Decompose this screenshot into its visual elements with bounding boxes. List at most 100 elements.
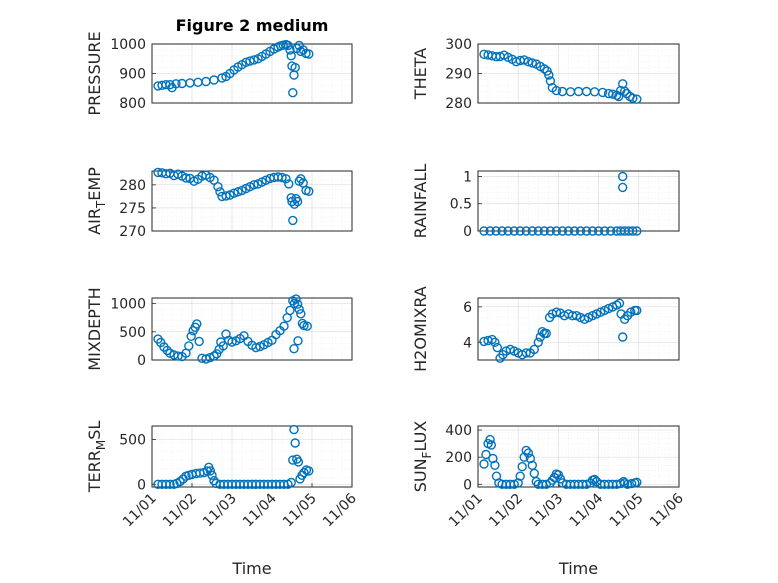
data-point <box>503 226 513 236</box>
data-point <box>544 70 554 80</box>
data-point <box>299 467 309 478</box>
data-point <box>545 76 556 86</box>
data-point <box>490 460 500 470</box>
data-point <box>521 226 531 236</box>
data-point <box>212 349 222 359</box>
data-point <box>618 182 628 193</box>
data-point <box>569 226 580 236</box>
data-point <box>288 87 298 98</box>
axes-box <box>151 43 353 104</box>
data-point <box>575 226 586 236</box>
data-point <box>539 226 549 236</box>
data-point <box>628 226 638 236</box>
y-tick-label: 0 <box>137 353 146 369</box>
y-tick-label: 500 <box>119 432 146 448</box>
data-point <box>201 354 211 364</box>
data-point <box>581 226 592 236</box>
y-tick-label: 275 <box>119 201 146 217</box>
data-point <box>286 477 296 488</box>
y-axis-label: AIRTEMP <box>85 167 108 235</box>
x-tick-label: 11/05 <box>607 491 647 531</box>
data-point <box>618 332 628 342</box>
y-axis-label: SUNFLUX <box>411 421 434 493</box>
data-point <box>283 40 293 51</box>
data-point <box>205 466 216 476</box>
data-point <box>181 173 191 183</box>
data-point <box>533 226 543 236</box>
x-tick-label: 11/06 <box>647 490 687 530</box>
data-point <box>294 304 304 314</box>
data-point <box>486 440 496 450</box>
data-point <box>513 478 523 488</box>
subplot-air_temp: 270 275 280 AIRTEMP <box>85 167 353 240</box>
y-tick-label: 270 <box>119 224 146 240</box>
data-point <box>289 344 299 354</box>
data-point <box>521 445 531 456</box>
axes-box <box>477 43 680 104</box>
x-tick-label: 11/01 <box>446 491 486 531</box>
subplot-theta: 280 290 300 THETA <box>411 37 680 112</box>
data-point <box>616 478 626 489</box>
y-axis-label-rest: LUX <box>411 421 430 452</box>
data-point <box>551 85 562 96</box>
y-axis-label-subscript: F <box>420 451 434 458</box>
data-point <box>209 351 219 361</box>
data-point <box>492 342 502 353</box>
data-point <box>192 319 202 329</box>
data-point <box>217 73 227 83</box>
x-tick-label: 11/02 <box>486 491 526 531</box>
data-point <box>523 448 533 458</box>
data-point <box>279 321 289 331</box>
y-tick-label: 280 <box>445 96 472 112</box>
y-axis-label: PRESSURE <box>85 31 104 115</box>
data-point <box>293 457 304 467</box>
data-point <box>557 226 568 236</box>
data-point <box>603 303 614 314</box>
data-point <box>304 49 314 59</box>
data-point <box>515 226 525 236</box>
data-point <box>233 187 243 197</box>
data-point <box>302 321 312 331</box>
y-tick-label: 0 <box>463 477 472 493</box>
data-point <box>249 55 259 65</box>
data-point <box>545 226 556 236</box>
data-point <box>186 331 196 341</box>
data-point <box>251 342 261 353</box>
subplot-mixdepth: 0 500 1000 MIXDEPTH <box>85 287 353 371</box>
data-point <box>290 438 300 448</box>
data-point <box>304 466 314 476</box>
x-axis-label: Time <box>558 559 598 578</box>
y-tick-label: 400 <box>445 423 472 439</box>
x-tick-label: 11/05 <box>280 491 320 531</box>
data-point <box>551 307 562 317</box>
data-point <box>620 86 630 96</box>
data-point <box>479 226 489 236</box>
data-point <box>529 344 539 355</box>
data-point <box>628 93 638 104</box>
y-tick-label: 0 <box>137 477 146 493</box>
data-point <box>173 351 183 361</box>
y-axis-label-rest: EMP <box>85 167 104 201</box>
data-point <box>171 79 181 89</box>
data-point <box>296 46 306 57</box>
data-point <box>483 335 493 346</box>
y-axis-label: TERRMSL <box>85 421 108 494</box>
y-axis-label: RAINFALL <box>411 164 430 239</box>
data-point <box>209 175 219 185</box>
x-tick-label: 11/03 <box>526 491 566 531</box>
data-point <box>285 305 295 316</box>
subplot-pressure: 800 900 1000 PRESSURE Figure 2 medium <box>85 16 353 116</box>
x-tick-label: 11/06 <box>320 490 360 530</box>
data-point <box>285 45 295 55</box>
data-point <box>614 91 624 102</box>
y-tick-label: 290 <box>445 67 472 83</box>
data-point <box>289 424 299 435</box>
y-axis-label: MIXDEPTH <box>85 287 104 370</box>
data-point <box>531 476 541 487</box>
y-tick-label: 6 <box>463 300 472 316</box>
data-point <box>288 215 298 226</box>
data-point <box>221 191 231 201</box>
data-point <box>632 226 642 236</box>
axes-box <box>477 297 680 361</box>
